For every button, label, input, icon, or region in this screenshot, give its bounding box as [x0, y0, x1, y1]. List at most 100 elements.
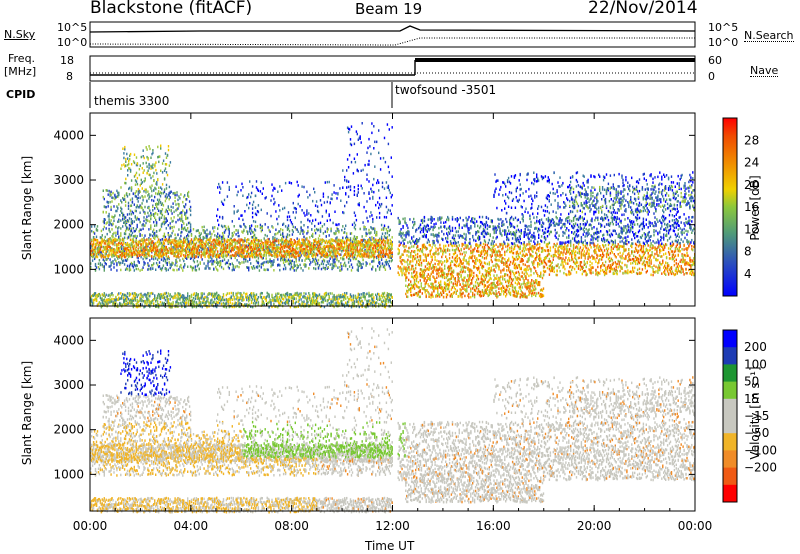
power-cell	[172, 229, 174, 233]
power-cell	[252, 253, 255, 256]
power-cell	[199, 236, 201, 240]
power-cell	[185, 240, 187, 244]
power-cell	[97, 252, 100, 256]
power-cell	[264, 233, 266, 237]
power-cell	[169, 161, 172, 164]
power-cell	[250, 236, 253, 239]
power-cell	[290, 260, 293, 263]
power-cell	[327, 228, 329, 231]
power-cell	[177, 198, 179, 202]
power-cell	[231, 298, 233, 301]
power-cell	[318, 264, 321, 267]
power-cell	[225, 261, 228, 265]
power-cell	[107, 193, 109, 196]
power-cell	[174, 191, 176, 195]
power-cell	[173, 248, 175, 251]
power-cell	[252, 302, 255, 305]
power-cell	[124, 200, 127, 204]
power-cell	[169, 298, 171, 301]
power-cell	[272, 261, 274, 265]
power-cell	[213, 254, 215, 258]
power-cell	[318, 240, 321, 244]
power-cell	[304, 259, 306, 262]
power-cell	[309, 244, 311, 248]
power-cell	[301, 228, 303, 232]
power-cell	[190, 238, 193, 241]
power-cell	[210, 253, 212, 257]
power-cell	[152, 163, 154, 166]
power-cell	[151, 244, 153, 248]
power-cell	[224, 246, 227, 249]
power-cell	[370, 246, 372, 249]
power-cell	[218, 235, 220, 239]
power-cell	[254, 236, 257, 240]
power-cell	[93, 232, 96, 235]
power-cell	[185, 254, 187, 258]
power-cell	[302, 229, 304, 232]
power-cell	[323, 266, 326, 270]
power-cell	[326, 255, 328, 259]
power-cell	[231, 235, 233, 238]
power-cell	[268, 253, 270, 257]
power-cell	[127, 157, 129, 160]
power-cell	[149, 234, 151, 237]
power-cell	[289, 247, 292, 250]
power-cell	[91, 244, 93, 248]
power-cell	[366, 262, 368, 265]
power-cell	[270, 261, 272, 265]
power-cell	[362, 243, 364, 246]
power-cell	[280, 233, 282, 236]
power-cell	[287, 227, 290, 230]
power-cell	[292, 267, 294, 270]
power-cell	[176, 264, 178, 268]
power-cell	[372, 265, 374, 269]
power-cell	[97, 262, 100, 265]
power-cell	[366, 232, 368, 236]
power-cell	[157, 265, 160, 269]
power-cell	[217, 232, 219, 235]
power-cell	[226, 254, 229, 257]
power-cell	[334, 247, 336, 250]
power-cell	[262, 242, 264, 246]
power-cell	[233, 295, 235, 299]
power-cell	[298, 258, 300, 261]
power-cell	[94, 262, 97, 266]
power-cell	[164, 267, 167, 270]
power-cell	[348, 239, 351, 242]
power-cell	[125, 177, 127, 181]
power-cell	[235, 229, 237, 232]
power-cell	[144, 195, 146, 198]
power-cell	[321, 253, 324, 257]
power-cell	[129, 152, 132, 156]
power-cell	[298, 247, 300, 250]
power-cell	[201, 258, 203, 261]
power-cell	[177, 214, 179, 217]
power-cell	[154, 234, 156, 237]
power-cell	[192, 253, 195, 256]
power-cell	[307, 226, 309, 229]
power-cell	[129, 247, 132, 250]
power-cell	[214, 234, 216, 237]
power-cell	[97, 245, 100, 249]
power-cell	[145, 161, 147, 165]
power-cell	[169, 222, 171, 225]
power-cell	[192, 266, 195, 270]
power-cell	[331, 250, 333, 254]
power-cell	[313, 267, 315, 270]
power-cell	[294, 226, 296, 229]
power-cell	[188, 230, 191, 234]
power-cell	[144, 262, 146, 265]
power-cell	[204, 267, 206, 270]
power-cell	[344, 227, 346, 231]
power-cell	[125, 157, 127, 161]
power-cell	[210, 259, 212, 263]
power-cell	[370, 255, 372, 259]
power-cell	[169, 266, 171, 270]
power-cell	[199, 261, 201, 264]
power-cell	[181, 227, 183, 231]
power-cell	[339, 248, 341, 252]
power-cell	[140, 228, 142, 232]
power-cell	[172, 219, 174, 223]
power-cell	[179, 259, 181, 262]
power-cell	[295, 260, 297, 263]
